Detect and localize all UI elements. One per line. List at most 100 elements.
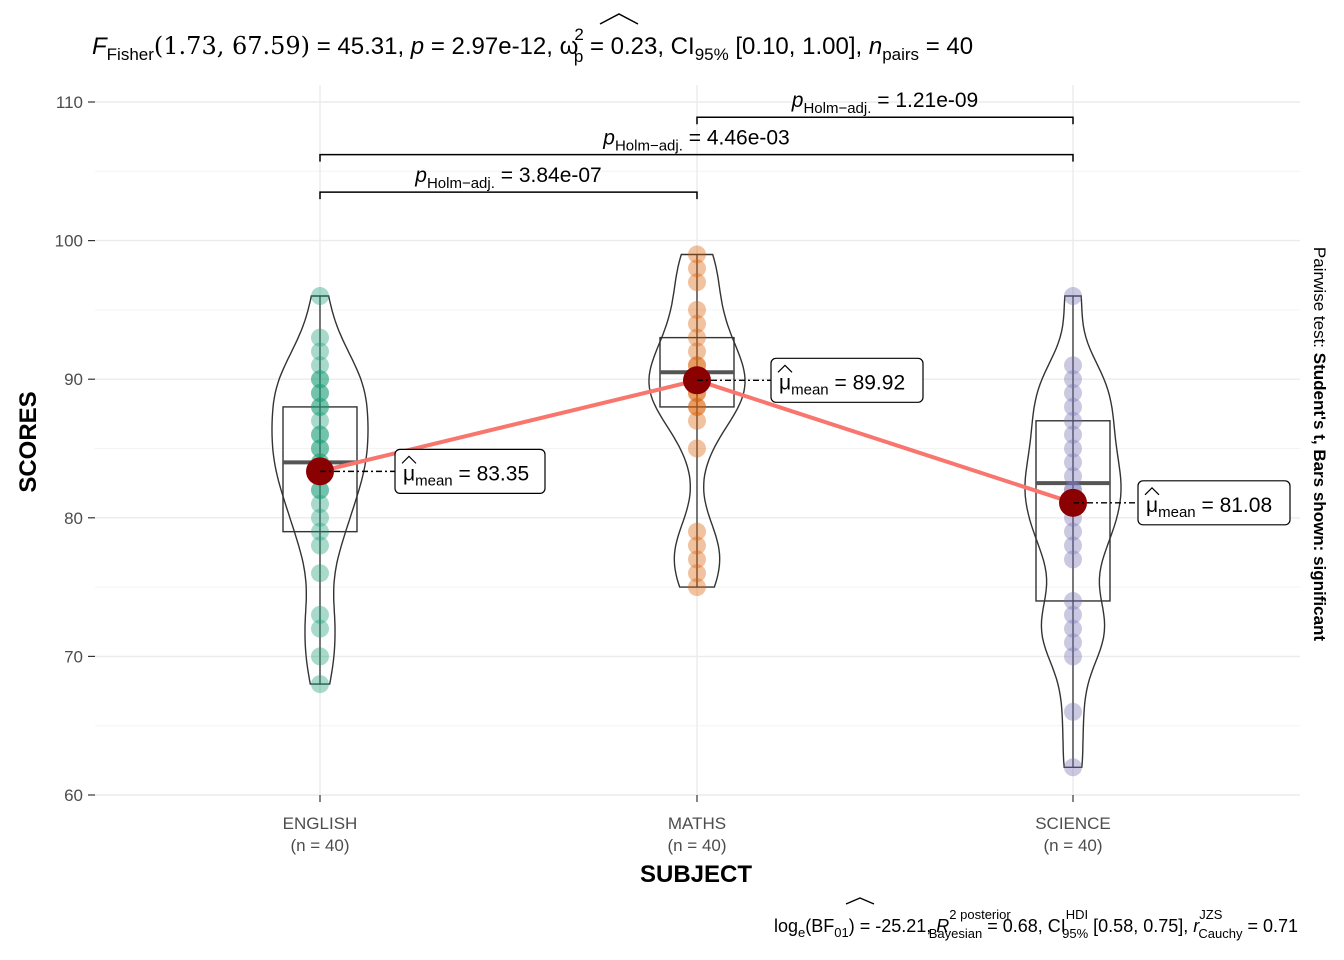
mean-label-text: μmean = 83.35 bbox=[403, 462, 529, 489]
axes: 60 70 80 90 100 110 ENGLISH (n = 40) MATHS (n = 4… bbox=[55, 93, 1111, 855]
data-point bbox=[311, 675, 329, 694]
data-point bbox=[311, 384, 329, 403]
pairwise-label: pHolm−adj. = 3.84e-07 bbox=[414, 164, 601, 192]
pairwise-bracket bbox=[696, 116, 1074, 125]
x-tick-count-label: (n = 40) bbox=[667, 836, 726, 855]
data-point bbox=[688, 411, 706, 430]
data-point bbox=[311, 439, 329, 458]
y-tick-label: 100 bbox=[55, 232, 83, 251]
data-point bbox=[688, 397, 706, 416]
data-point bbox=[311, 411, 329, 430]
data-point bbox=[311, 647, 329, 666]
y-axis-title: SCORES bbox=[15, 391, 42, 492]
data-point bbox=[1064, 605, 1082, 624]
data-point bbox=[311, 287, 329, 306]
violin-maths bbox=[648, 253, 746, 588]
data-point bbox=[1064, 453, 1082, 472]
data-point bbox=[311, 397, 329, 416]
data-point bbox=[311, 494, 329, 513]
data-point bbox=[311, 481, 329, 500]
data-point bbox=[688, 328, 706, 347]
x-tick-count-label: (n = 40) bbox=[1043, 836, 1102, 855]
mean-label-text: μmean = 89.92 bbox=[779, 371, 905, 398]
r2-hat bbox=[845, 897, 875, 905]
data-point bbox=[1064, 591, 1082, 610]
omega-hat bbox=[599, 13, 639, 25]
x-tick-count-label: (n = 40) bbox=[290, 836, 349, 855]
data-point bbox=[688, 578, 706, 597]
data-point bbox=[311, 619, 329, 638]
data-point bbox=[688, 536, 706, 555]
data-point bbox=[688, 550, 706, 569]
pairwise-label: pHolm−adj. = 1.21e-09 bbox=[791, 89, 978, 117]
data-point bbox=[1064, 356, 1082, 375]
y-tick-label: 70 bbox=[64, 647, 83, 666]
y-tick-label: 90 bbox=[64, 370, 83, 389]
data-point bbox=[1064, 384, 1082, 403]
data-point bbox=[311, 605, 329, 624]
y-tick-label: 110 bbox=[56, 93, 83, 112]
pairwise-bracket bbox=[319, 153, 1074, 162]
data-point bbox=[688, 314, 706, 333]
data-point bbox=[311, 439, 329, 458]
data-point bbox=[688, 522, 706, 541]
data-point bbox=[311, 328, 329, 347]
y-tick-label: 60 bbox=[64, 786, 83, 805]
data-point bbox=[1064, 758, 1082, 777]
data-point bbox=[311, 564, 329, 583]
mean-label-box bbox=[1137, 480, 1291, 526]
data-point bbox=[1064, 702, 1082, 721]
data-point bbox=[311, 536, 329, 555]
data-point bbox=[688, 273, 706, 292]
data-point bbox=[688, 245, 706, 264]
mean-hat bbox=[401, 455, 417, 464]
data-point bbox=[311, 370, 329, 389]
data-point bbox=[1064, 536, 1082, 555]
data-point bbox=[311, 522, 329, 541]
data-point bbox=[1064, 370, 1082, 389]
data-point bbox=[1064, 647, 1082, 666]
data-point bbox=[688, 300, 706, 319]
data-points bbox=[311, 245, 1082, 777]
data-point bbox=[1064, 397, 1082, 416]
x-axis-title: SUBJECT bbox=[640, 861, 752, 888]
chart-title: FFisher(1.73, 67.59) = 45.31, p = 2.97e-… bbox=[92, 25, 973, 66]
bayes-caption: loge(BF01) = -25.21, R2 posterior Bayesia… bbox=[774, 907, 1298, 941]
data-point bbox=[311, 370, 329, 389]
data-point bbox=[688, 342, 706, 361]
pairwise-bracket bbox=[319, 191, 698, 200]
data-point bbox=[1064, 619, 1082, 638]
box bbox=[282, 406, 358, 533]
mean-hat bbox=[1144, 486, 1160, 496]
data-point bbox=[311, 508, 329, 527]
data-point bbox=[688, 259, 706, 278]
data-point bbox=[1064, 550, 1082, 569]
violin-science bbox=[1024, 295, 1122, 768]
data-point bbox=[1064, 633, 1082, 652]
data-point bbox=[311, 397, 329, 416]
data-point bbox=[311, 356, 329, 375]
pairwise-label: pHolm−adj. = 4.46e-03 bbox=[602, 127, 789, 155]
violin-english bbox=[271, 295, 369, 685]
data-point bbox=[311, 384, 329, 403]
data-point bbox=[311, 425, 329, 444]
y-tick-label: 80 bbox=[64, 509, 83, 528]
x-tick-label: SCIENCE bbox=[1035, 814, 1111, 833]
mean-label-box bbox=[394, 448, 546, 494]
mean-label-text: μmean = 81.08 bbox=[1146, 494, 1272, 521]
data-point bbox=[311, 481, 329, 500]
mean-labels: μmean = 83.35 μmean = 89.92 μmean = 81.08 bbox=[320, 357, 1291, 526]
box bbox=[1035, 420, 1111, 602]
data-point bbox=[688, 397, 706, 416]
data-point bbox=[1064, 411, 1082, 430]
data-point bbox=[1064, 522, 1082, 541]
mean-hat bbox=[777, 364, 793, 373]
data-point bbox=[1064, 439, 1082, 458]
data-point bbox=[688, 439, 706, 458]
data-point bbox=[1064, 287, 1082, 306]
mean-label-box bbox=[770, 357, 924, 403]
pairwise-test-label: Pairwise test: Student's t, Bars shown: … bbox=[1310, 247, 1329, 641]
data-point bbox=[311, 342, 329, 361]
